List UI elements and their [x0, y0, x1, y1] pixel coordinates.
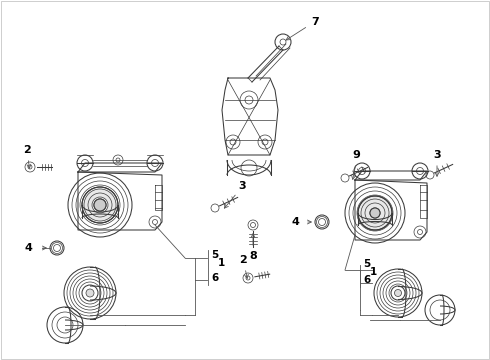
Text: 2: 2	[239, 255, 247, 265]
Circle shape	[394, 289, 401, 297]
Text: 9: 9	[352, 150, 360, 160]
Text: 6: 6	[211, 273, 218, 283]
Text: 2: 2	[23, 145, 31, 155]
Circle shape	[358, 196, 392, 230]
Text: 8: 8	[249, 251, 257, 261]
Text: 6: 6	[363, 275, 370, 285]
Circle shape	[86, 289, 94, 297]
Text: 5: 5	[363, 259, 370, 269]
Circle shape	[94, 199, 106, 211]
Text: 3: 3	[433, 150, 441, 160]
Circle shape	[370, 208, 380, 218]
Text: 5: 5	[211, 250, 218, 260]
Text: 4: 4	[24, 243, 32, 253]
Text: 4: 4	[291, 217, 299, 227]
Text: 7: 7	[311, 17, 319, 27]
Text: 1: 1	[370, 267, 377, 277]
Text: 3: 3	[238, 181, 246, 191]
Circle shape	[82, 187, 118, 223]
Ellipse shape	[64, 267, 116, 319]
Text: 1: 1	[218, 258, 225, 268]
